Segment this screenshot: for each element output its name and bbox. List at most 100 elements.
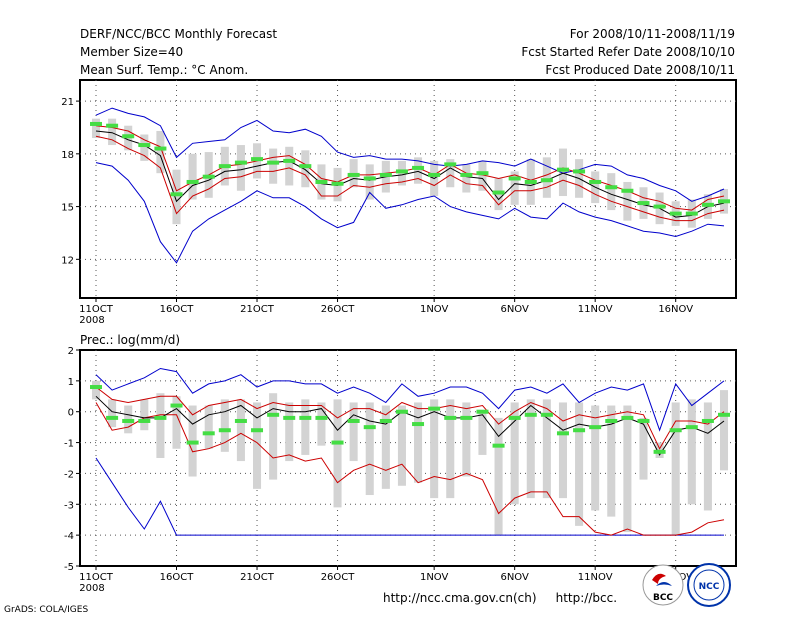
median-mark <box>122 418 135 423</box>
spread-box <box>236 145 245 191</box>
median-mark <box>412 422 425 427</box>
y-tick-label: 18 <box>61 150 74 161</box>
median-mark <box>138 418 151 423</box>
spread-box <box>349 402 358 462</box>
ncc-logo: NCC <box>687 563 731 607</box>
spread-box <box>108 118 117 146</box>
precip-panel-label: Prec.: log(mm/d) <box>80 333 180 347</box>
spread-box <box>687 399 696 505</box>
spread-box <box>204 405 213 449</box>
spread-box <box>91 380 101 400</box>
spread-box <box>558 148 567 197</box>
x-year-label: 2008 <box>79 315 104 326</box>
median-mark <box>573 169 586 174</box>
spread-box <box>381 405 390 489</box>
footer-url: http://ncc.cma.gov.cn(ch) http://bcc. <box>383 591 617 605</box>
y-tick-label: 1 <box>68 377 74 388</box>
median-mark <box>90 121 102 126</box>
y-tick-label: 21 <box>61 97 74 108</box>
median-mark <box>444 415 457 420</box>
spread-box <box>671 402 680 536</box>
median-mark <box>669 211 682 216</box>
spread-box <box>365 164 374 200</box>
median-mark <box>460 172 473 177</box>
median-mark <box>492 190 505 195</box>
median-mark <box>299 164 312 169</box>
median-mark <box>556 431 569 436</box>
bcc-logo-text: BCC <box>653 593 673 603</box>
mean-line <box>95 130 725 218</box>
header-produced-date: Fcst Produced Date 2008/10/11 <box>545 63 735 77</box>
spread-box <box>236 399 245 462</box>
median-mark <box>138 143 151 148</box>
median-mark <box>106 415 119 420</box>
median-mark <box>218 164 231 169</box>
median-mark <box>186 179 199 184</box>
median-mark <box>234 418 247 423</box>
median-mark <box>573 428 586 433</box>
median-mark <box>476 171 489 176</box>
median-mark <box>718 412 730 417</box>
median-mark <box>605 418 618 423</box>
spread-box <box>140 134 149 161</box>
median-mark <box>508 176 521 181</box>
median-mark <box>428 172 441 177</box>
y-tick-label: 0 <box>68 408 74 419</box>
spread-box <box>414 157 423 184</box>
median-mark <box>347 172 360 177</box>
median-mark <box>395 409 408 414</box>
y-tick-label: -3 <box>64 500 74 511</box>
median-mark <box>428 406 441 411</box>
spread-box <box>719 390 729 471</box>
median-mark <box>267 160 280 165</box>
median-mark <box>508 415 521 420</box>
max-line <box>95 107 725 202</box>
median-mark <box>363 425 376 430</box>
median-mark <box>621 415 634 420</box>
median-mark <box>492 443 505 448</box>
median-mark <box>331 181 344 186</box>
median-mark <box>621 188 634 193</box>
median-mark <box>637 201 650 206</box>
spread-box <box>188 153 197 200</box>
min-line <box>95 162 725 264</box>
median-mark <box>540 412 553 417</box>
bcc-logo: BCC <box>642 564 684 606</box>
spread-box <box>430 399 439 499</box>
spread-box <box>414 402 423 483</box>
x-tick-label: 21OCT <box>240 572 275 583</box>
median-mark <box>202 174 215 179</box>
spread-box <box>591 405 600 511</box>
x-tick-label: 11OCT <box>79 304 114 315</box>
x-tick-label: 6NOV <box>500 572 529 583</box>
median-mark <box>122 134 135 139</box>
median-mark <box>460 415 473 420</box>
median-mark <box>154 146 167 151</box>
spread-box <box>253 402 262 489</box>
spread-box <box>510 402 519 505</box>
median-mark <box>202 431 215 436</box>
mean-line <box>95 395 725 456</box>
x-tick-label: 26OCT <box>321 572 356 583</box>
spread-box <box>317 402 326 446</box>
median-mark <box>701 418 714 423</box>
median-mark <box>556 167 569 172</box>
median-mark <box>347 418 360 423</box>
spread-box <box>462 164 471 193</box>
median-mark <box>379 172 392 177</box>
x-tick-label: 16NOV <box>658 304 693 315</box>
spread-box <box>462 402 471 477</box>
spread-box <box>558 402 567 499</box>
spread-box <box>607 405 616 517</box>
median-mark <box>589 425 602 430</box>
y-tick-label: 12 <box>61 255 74 266</box>
median-mark <box>412 165 425 170</box>
x-tick-label: 21OCT <box>240 304 275 315</box>
median-mark <box>267 412 280 417</box>
spread-box <box>639 417 648 480</box>
header-member-size: Member Size=40 <box>80 45 183 59</box>
upper-line <box>95 386 725 450</box>
spread-box <box>269 148 278 184</box>
spread-box <box>542 399 551 499</box>
